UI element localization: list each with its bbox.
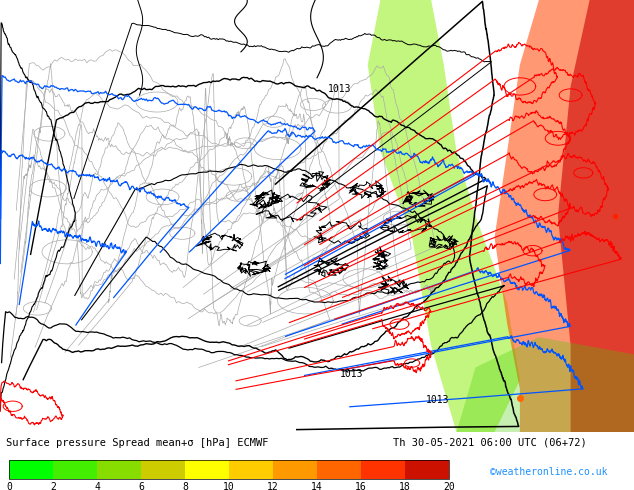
Bar (10, 460, 449, 479)
Bar (97, 460, 141, 479)
Text: 20: 20 (443, 482, 455, 490)
Text: 4: 4 (94, 482, 100, 490)
Bar (185, 460, 229, 479)
Text: Surface pressure Spread mean+σ [hPa] ECMWF: Surface pressure Spread mean+σ [hPa] ECM… (6, 438, 269, 448)
Text: 6: 6 (138, 482, 144, 490)
Polygon shape (495, 0, 634, 432)
Text: 12: 12 (267, 482, 279, 490)
Text: 16: 16 (355, 482, 367, 490)
Bar (53, 460, 97, 479)
Bar (405, 460, 449, 479)
Bar (10, 460, 53, 479)
Polygon shape (558, 0, 634, 432)
Text: Th 30-05-2021 06:00 UTC (06+72): Th 30-05-2021 06:00 UTC (06+72) (393, 438, 587, 448)
Bar (317, 460, 361, 479)
Text: 1013: 1013 (340, 369, 364, 379)
Polygon shape (368, 0, 520, 432)
Text: 0: 0 (6, 482, 12, 490)
Text: 1013: 1013 (327, 84, 351, 94)
Text: 1013: 1013 (425, 395, 450, 405)
Text: 8: 8 (182, 482, 188, 490)
Bar (361, 460, 405, 479)
Text: 14: 14 (311, 482, 323, 490)
Text: ©weatheronline.co.uk: ©weatheronline.co.uk (489, 467, 607, 477)
Polygon shape (456, 337, 634, 432)
Text: 2: 2 (50, 482, 56, 490)
Bar (229, 460, 273, 479)
Text: 10: 10 (223, 482, 235, 490)
Bar (141, 460, 185, 479)
Text: 18: 18 (399, 482, 411, 490)
Bar (273, 460, 317, 479)
